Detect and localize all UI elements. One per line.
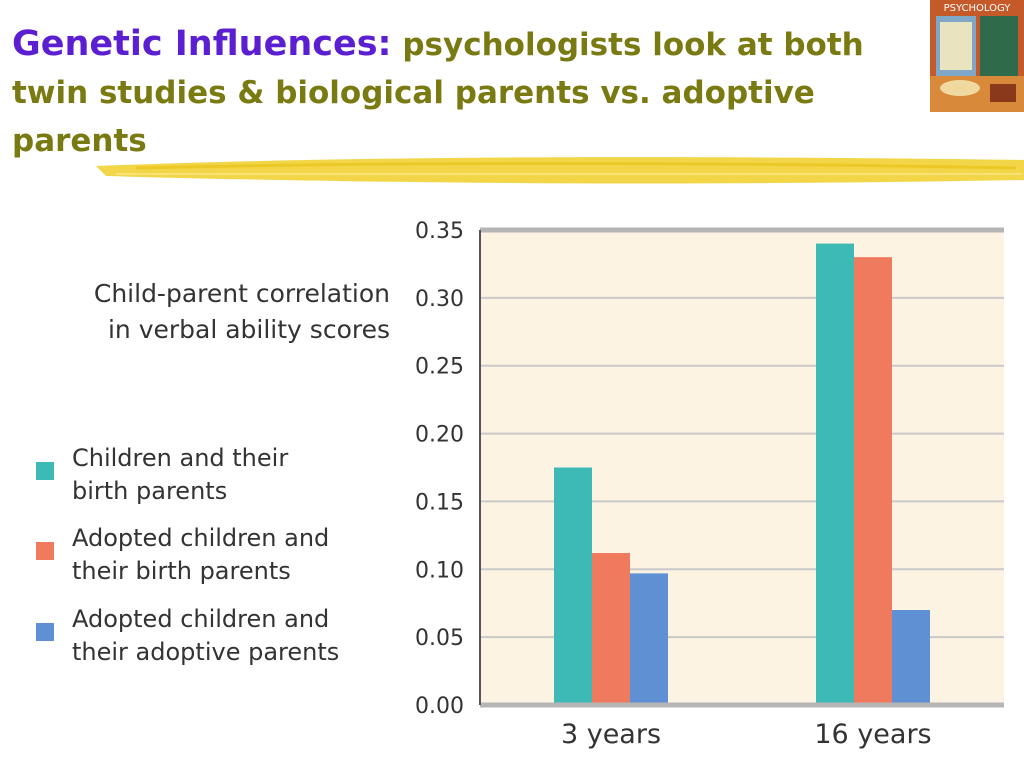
bar — [554, 467, 592, 705]
legend-label: Adopted children and their adoptive pare… — [72, 605, 340, 666]
slide-title: Genetic Influences: psychologists look a… — [12, 20, 932, 165]
y-tick-label: 0.20 — [415, 423, 464, 448]
tick-labels: 0.00 0.05 0.10 0.15 0.20 0.25 0.30 0.35 3 years 1… — [415, 219, 932, 750]
axes — [479, 227, 1004, 708]
thumbnail-title: PSYCHOLOGY — [944, 3, 1012, 14]
legend-item-adopted-adoptive-parents: Adopted children and their adoptive pare… — [36, 603, 339, 669]
y-axis-label: Child-parent correlation in verbal abili… — [93, 279, 390, 344]
legend-swatch — [36, 542, 54, 560]
bars — [554, 243, 930, 706]
y-tick-label: 0.10 — [415, 558, 464, 583]
legend-label: Children and their birth parents — [72, 444, 289, 505]
legend-swatch — [36, 462, 54, 480]
bar-chart: 0.00 0.05 0.10 0.15 0.20 0.25 0.30 0.35 3 years 1… — [415, 219, 1004, 750]
y-tick-label: 0.30 — [415, 287, 464, 312]
bar — [630, 573, 668, 705]
legend-swatch — [36, 623, 54, 641]
legend-label: Adopted children and their birth parents — [72, 524, 330, 585]
y-tick-label: 0.00 — [415, 694, 464, 719]
legend-item-children-birth-parents: Children and their birth parents — [36, 442, 288, 508]
bar — [854, 257, 892, 705]
y-tick-label: 0.15 — [415, 490, 464, 515]
slide-title-rest: psychologists look at both twin studies … — [12, 27, 864, 159]
bar — [592, 553, 630, 705]
bar — [816, 243, 854, 706]
title-underline-brushstroke — [96, 157, 1024, 184]
y-tick-label: 0.05 — [415, 626, 464, 651]
y-tick-label: 0.25 — [415, 355, 464, 380]
x-tick-label: 3 years — [561, 719, 661, 750]
book-cover-thumbnail: PSYCHOLOGY — [930, 0, 1024, 112]
legend-item-adopted-birth-parents: Adopted children and their birth parents — [36, 522, 329, 588]
slide-title-lead: Genetic Influences: — [12, 24, 392, 64]
y-tick-label: 0.35 — [415, 219, 464, 244]
x-tick-label: 16 years — [814, 719, 931, 750]
bar — [892, 610, 930, 705]
